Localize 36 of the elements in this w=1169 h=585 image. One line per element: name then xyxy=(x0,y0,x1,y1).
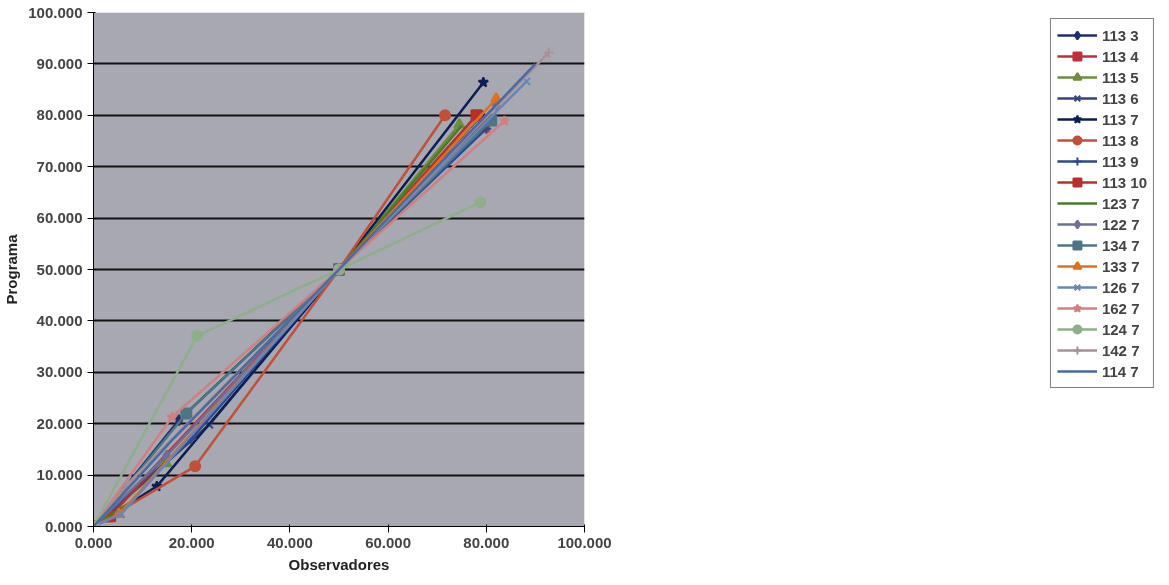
legend-label: 113 3 xyxy=(1101,25,1139,45)
legend-label: 133 7 xyxy=(1101,256,1140,276)
y-tick-label: 30.000 xyxy=(36,363,83,381)
legend-label: 113 8 xyxy=(1101,130,1139,150)
legend-label: 113 5 xyxy=(1101,67,1139,87)
legend-label: 113 9 xyxy=(1101,151,1139,171)
legend-label: 126 7 xyxy=(1101,277,1140,297)
x-tick-label: 0.000 xyxy=(74,533,113,551)
y-tick-label: 80.000 xyxy=(36,106,83,124)
legend-label: 113 7 xyxy=(1101,109,1139,129)
x-tick-label: 20.000 xyxy=(168,533,215,551)
legend-label: 162 7 xyxy=(1101,298,1140,318)
legend-label: 124 7 xyxy=(1101,319,1140,339)
x-tick-label: 60.000 xyxy=(365,533,412,551)
y-tick-label: 40.000 xyxy=(36,311,83,329)
x-axis-title: Observadores xyxy=(288,555,390,573)
legend-label: 142 7 xyxy=(1101,340,1140,360)
legend-label: 113 6 xyxy=(1101,88,1139,108)
legend-label: 113 10 xyxy=(1101,172,1147,192)
y-tick-label: 0.000 xyxy=(44,517,83,535)
legend-label: 122 7 xyxy=(1101,214,1140,234)
legend-label: 123 7 xyxy=(1101,193,1140,213)
y-tick-label: 50.000 xyxy=(36,260,83,278)
y-tick-label: 10.000 xyxy=(36,466,83,484)
y-tick-label: 90.000 xyxy=(36,54,83,72)
x-tick-label: 80.000 xyxy=(463,533,510,551)
legend-label: 113 4 xyxy=(1101,46,1139,66)
y-tick-label: 20.000 xyxy=(36,414,83,432)
y-tick-label: 70.000 xyxy=(36,157,83,175)
x-tick-label: 100.000 xyxy=(557,533,612,551)
y-tick-label: 60.000 xyxy=(36,209,83,227)
legend-label: 114 7 xyxy=(1101,361,1139,381)
x-tick-label: 40.000 xyxy=(266,533,313,551)
legend-label: 134 7 xyxy=(1101,235,1140,255)
y-tick-label: 100.000 xyxy=(28,3,83,21)
y-axis-title: Programa xyxy=(3,233,21,305)
